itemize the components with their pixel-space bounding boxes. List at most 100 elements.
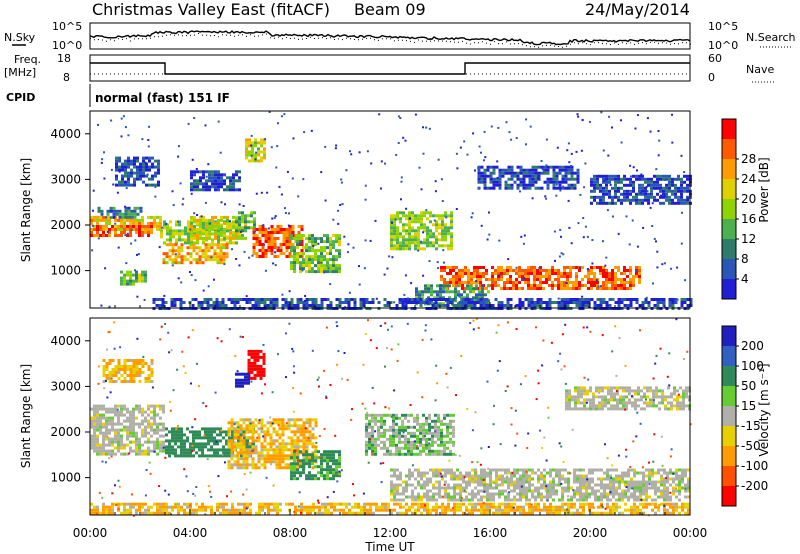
power-cell: [338, 237, 341, 241]
power-cell: [552, 177, 556, 181]
power-noise-cell: [134, 269, 136, 272]
velocity-cell: [305, 456, 308, 460]
velocity-cell: [308, 439, 312, 443]
velocity-cell: [251, 427, 255, 431]
velocity-cell: [108, 449, 111, 453]
power-cell: [144, 227, 147, 231]
power-cell: [542, 275, 545, 278]
power-cell: [415, 296, 418, 300]
power-cell: [411, 217, 414, 221]
power-cell: [214, 230, 217, 234]
power-cell: [492, 180, 496, 184]
velocity-cell: [144, 425, 147, 429]
velocity-cell: [408, 477, 411, 481]
power-cell: [507, 186, 511, 190]
power-cell: [154, 183, 157, 187]
power-cell: [127, 162, 130, 166]
velocity-cell: [443, 452, 446, 456]
power-cell: [608, 174, 611, 178]
velocity-cell: [398, 452, 401, 456]
power-cell: [410, 301, 414, 304]
power-cell: [220, 173, 223, 177]
velocity-cell: [233, 445, 237, 449]
power-cell: [566, 301, 570, 304]
power-noise-cell: [581, 118, 584, 121]
velocity-cell: [120, 452, 123, 456]
power-cell: [293, 258, 296, 262]
power-cell: [509, 269, 512, 272]
power-cell: [192, 246, 196, 250]
power-cell: [276, 228, 280, 231]
power-cell: [608, 195, 611, 199]
power-cell: [326, 298, 330, 301]
velocity-cell: [256, 373, 260, 377]
power-cell: [602, 177, 605, 181]
power-cell: [267, 234, 271, 237]
velocity-cell: [168, 442, 171, 446]
power-cell: [440, 275, 443, 278]
power-noise-cell: [676, 298, 679, 301]
velocity-cell: [238, 372, 241, 376]
velocity-cell: [99, 449, 102, 453]
power-cell: [317, 267, 320, 271]
power-cell: [480, 171, 484, 175]
velocity-cell: [314, 418, 318, 422]
velocity-cell: [405, 486, 408, 490]
power-cell: [653, 174, 656, 178]
power-cell: [620, 177, 623, 181]
power-cell: [150, 231, 153, 234]
power-cell: [537, 165, 541, 169]
power-cell: [389, 301, 393, 304]
power-cell: [190, 176, 193, 180]
velocity-cell: [416, 422, 419, 426]
power-cell: [396, 238, 399, 242]
velocity-cell: [323, 456, 326, 460]
power-noise-cell: [584, 225, 587, 228]
power-cell: [414, 232, 417, 236]
power-cell: [442, 296, 445, 300]
power-cell: [276, 231, 280, 234]
velocity-cell: [275, 421, 279, 425]
velocity-cell: [477, 492, 480, 496]
power-noise-cell: [577, 115, 580, 118]
power-cell: [560, 275, 563, 278]
power-cell: [118, 159, 121, 163]
velocity-cell: [102, 440, 105, 444]
power-cell: [429, 229, 432, 233]
power-cell: [117, 225, 120, 228]
power-cell: [305, 258, 308, 262]
power-noise-cell: [545, 138, 548, 141]
velocity-cell: [486, 474, 489, 478]
power-cell: [429, 211, 432, 215]
power-cell: [199, 176, 202, 180]
velocity-cell: [263, 466, 267, 470]
power-cell: [587, 298, 591, 301]
power-cell: [542, 287, 545, 290]
power-cell: [353, 304, 357, 307]
velocity-cell: [296, 454, 300, 458]
velocity-cell: [192, 448, 195, 452]
power-cell: [270, 252, 274, 255]
power-cell: [302, 234, 305, 238]
power-cell: [138, 228, 141, 231]
power-noise-cell: [250, 134, 253, 137]
power-cell: [193, 185, 196, 189]
power-noise-cell: [303, 131, 306, 134]
velocity-cell: [477, 474, 480, 478]
power-cell: [521, 275, 524, 278]
velocity-cell: [266, 460, 270, 464]
velocity-cell: [108, 431, 111, 435]
power-cell: [422, 301, 426, 304]
velocity-cell: [281, 430, 285, 434]
power-cell: [605, 189, 608, 193]
power-cell: [393, 235, 396, 239]
power-cell: [668, 174, 671, 178]
velocity-cell: [486, 471, 489, 475]
power-cell: [93, 218, 96, 222]
velocity-cell: [447, 468, 450, 472]
power-cell: [668, 189, 671, 193]
power-cell: [317, 255, 320, 259]
power-cell: [494, 269, 497, 272]
power-cell: [527, 284, 530, 287]
velocity-cell: [260, 457, 264, 461]
